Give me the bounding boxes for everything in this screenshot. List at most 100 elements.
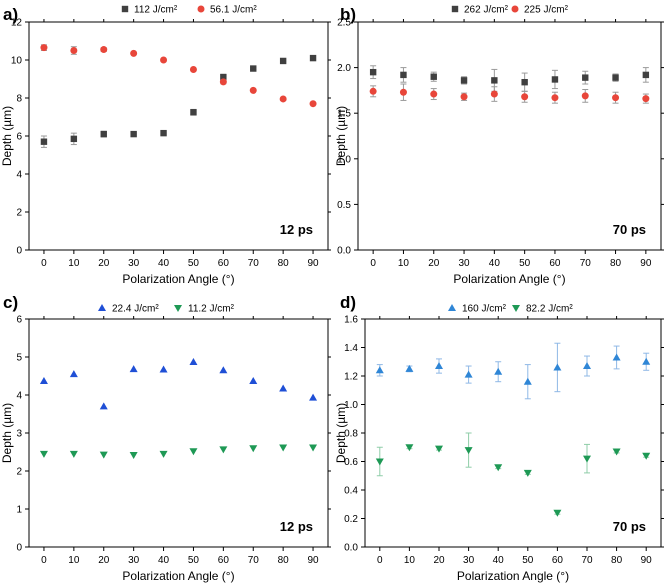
series-1 (39, 357, 318, 410)
data-point (279, 384, 288, 392)
data-point (551, 76, 559, 83)
x-tick-label: 80 (610, 258, 622, 269)
data-point (583, 455, 591, 463)
data-point (220, 73, 227, 81)
x-tick-label: 10 (404, 555, 416, 566)
data-point (460, 93, 468, 101)
y-tick-label: 6 (16, 315, 22, 326)
data-point (100, 130, 107, 138)
data-point (642, 452, 651, 460)
y-tick-label: 0.5 (337, 200, 351, 211)
data-point (309, 393, 318, 401)
y-tick-label: 0.0 (337, 246, 351, 257)
data-point (129, 365, 138, 373)
data-point (583, 362, 591, 370)
data-point (581, 92, 589, 100)
x-tick-label: 60 (552, 555, 564, 566)
y-tick-label: 10 (11, 56, 23, 67)
data-point (159, 450, 168, 458)
y-tick-label: 12 (11, 18, 23, 29)
data-point (435, 362, 443, 370)
x-tick-label: 0 (41, 555, 47, 566)
pulse-annotation: 70 ps (613, 222, 646, 237)
x-axis-label: Polarization Angle (°) (457, 569, 569, 583)
y-tick-label: 0.2 (344, 514, 358, 525)
legend-marker (512, 305, 520, 312)
data-point (375, 458, 384, 466)
data-point (69, 370, 78, 378)
data-point (130, 130, 137, 138)
data-point (189, 66, 197, 73)
data-point (279, 444, 288, 452)
data-point (400, 71, 407, 79)
x-tick-label: 10 (68, 555, 80, 566)
chart-panel-2: 0 10 20 30 40 50 60 70 80 90 0.0 0.5 1.0 1.5 2.0 2.5 Pol… (334, 5, 664, 286)
data-point (189, 448, 198, 456)
x-tick-label: 50 (522, 555, 534, 566)
x-tick-label: 90 (641, 555, 653, 566)
data-point (219, 366, 228, 374)
data-point (521, 93, 529, 101)
x-tick-label: 80 (278, 258, 290, 269)
chart-panel-1: 0 10 20 30 40 50 60 70 80 90 0 2 4 6 8 10 12 Polarization… (0, 5, 331, 286)
data-point (309, 54, 317, 62)
x-tick-label: 30 (128, 555, 140, 566)
data-point (309, 444, 318, 452)
legend-entry: 56.1 J/cm² (210, 5, 257, 16)
x-tick-label: 70 (248, 555, 260, 566)
data-point (490, 90, 498, 98)
data-point (430, 73, 437, 80)
x-axis-label: Polarization Angle (°) (122, 569, 234, 583)
x-tick-label: 30 (463, 555, 475, 566)
data-point (553, 509, 562, 517)
legend-marker (197, 5, 205, 13)
data-point (612, 353, 621, 361)
x-tick-label: 0 (370, 258, 376, 269)
y-tick-label: 3 (16, 429, 22, 440)
x-tick-label: 50 (188, 555, 200, 566)
pulse-annotation: 70 ps (613, 519, 646, 534)
legend-marker (511, 5, 519, 13)
data-point (70, 47, 78, 54)
data-point (612, 74, 619, 81)
legend-marker (121, 5, 129, 13)
data-point (494, 464, 503, 472)
y-tick-label: 1.2 (344, 372, 358, 383)
x-tick-label: 20 (98, 258, 110, 269)
panel-label: d) (340, 293, 356, 312)
x-tick-label: 0 (41, 258, 47, 269)
data-point (159, 365, 168, 373)
legend-entry: 225 J/cm² (524, 5, 569, 16)
legend-marker (448, 304, 456, 311)
data-point (405, 444, 414, 452)
y-tick-label: 2.0 (337, 63, 351, 74)
data-point (435, 445, 443, 453)
data-point (642, 95, 650, 103)
data-point (99, 451, 108, 459)
y-tick-label: 0.4 (344, 486, 358, 497)
data-point (70, 135, 78, 143)
plot-frame (357, 21, 662, 251)
plot-frame (28, 318, 329, 548)
x-tick-label: 50 (188, 258, 200, 269)
legend-entry: 22.4 J/cm² (112, 304, 159, 315)
data-point (399, 88, 407, 96)
series-2 (40, 44, 317, 108)
y-axis-label: Depth (µm) (334, 106, 348, 166)
data-point (460, 77, 468, 84)
y-tick-label: 4 (16, 170, 22, 181)
data-point (551, 94, 559, 102)
x-tick-label: 30 (458, 258, 470, 269)
data-point (39, 376, 48, 384)
x-tick-label: 40 (158, 258, 170, 269)
y-tick-label: 0.0 (344, 543, 358, 554)
data-point (375, 366, 384, 374)
x-tick-label: 10 (68, 258, 80, 269)
x-tick-label: 20 (428, 258, 440, 269)
y-tick-label: 0.8 (344, 429, 358, 440)
y-tick-label: 2.5 (337, 18, 351, 29)
data-point (582, 74, 589, 81)
series-2 (375, 432, 651, 517)
y-axis-label: Depth (µm) (334, 403, 348, 463)
y-tick-label: 5 (16, 353, 22, 364)
